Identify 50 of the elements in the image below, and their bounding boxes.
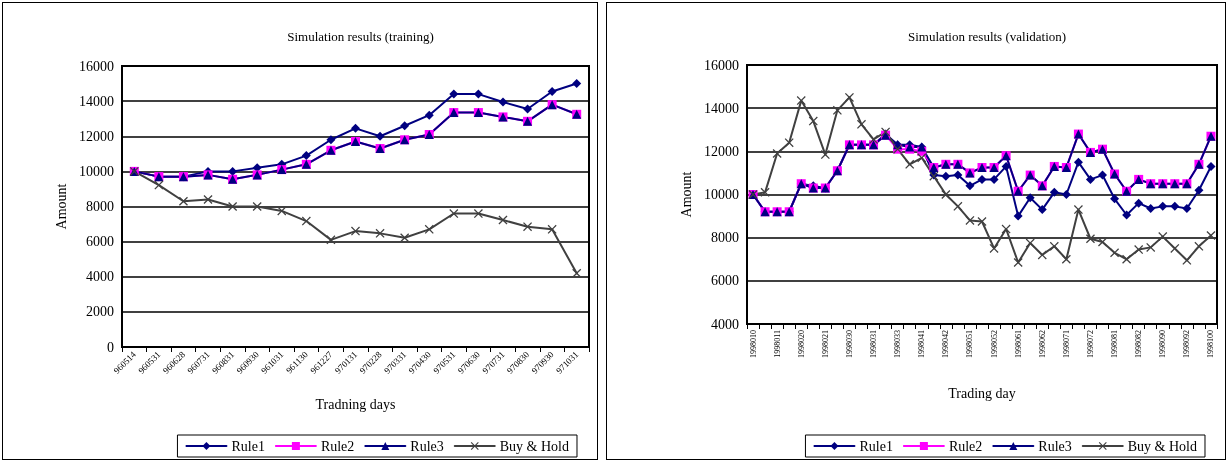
x-tick-label: 1998042 xyxy=(941,330,951,358)
x-axis-title: Trading day xyxy=(948,385,1016,401)
y-tick-label: 6000 xyxy=(711,273,739,289)
y-tick-label: 0 xyxy=(107,339,114,355)
y-tick-label: 12000 xyxy=(79,128,114,144)
x-tick-label: 1998020 xyxy=(796,330,806,358)
x-tick-label: 1998061 xyxy=(1013,330,1023,358)
y-tick-label: 12000 xyxy=(704,143,739,159)
x-tick-label: 1998021 xyxy=(820,330,830,358)
y-tick-label: 16000 xyxy=(79,58,114,74)
x-tick-label: 1998081 xyxy=(1110,330,1120,358)
x-tick-label: 1998051 xyxy=(965,330,975,358)
x-tick-label: 1998052 xyxy=(989,330,999,358)
y-tick-label: 8000 xyxy=(86,199,114,214)
y-tick-label: 4000 xyxy=(86,269,114,285)
y-tick-label: 6000 xyxy=(86,234,114,250)
y-tick-label: 4000 xyxy=(711,316,739,332)
x-axis-title: Tradning days xyxy=(315,396,396,412)
y-tick-label: 14000 xyxy=(79,93,114,109)
x-tick-label: 1998010 xyxy=(748,330,758,358)
legend-label: Rule3 xyxy=(410,438,444,454)
x-tick-label: 1998033 xyxy=(893,330,903,358)
x-tick-label: 1998062 xyxy=(1037,330,1047,358)
y-axis-title: Amount xyxy=(53,183,69,230)
y-tick-label: 10000 xyxy=(79,163,114,179)
legend-label: Rule1 xyxy=(231,438,265,454)
y-tick-label: 8000 xyxy=(711,230,739,246)
y-tick-label: 14000 xyxy=(704,100,739,116)
x-tick-label: 1998011 xyxy=(772,330,782,358)
x-tick-label: 1998071 xyxy=(1061,330,1071,358)
y-tick-label: 10000 xyxy=(704,187,739,202)
x-tick-label: 1998072 xyxy=(1085,330,1095,358)
x-tick-label: 1998092 xyxy=(1182,330,1192,358)
legend-label: Rule2 xyxy=(948,438,983,454)
legend-label: Rule3 xyxy=(1038,438,1072,454)
x-tick-label: 1998090 xyxy=(1158,330,1168,358)
x-tick-label: 1998100 xyxy=(1206,330,1216,358)
legend-label: Buy & Hold xyxy=(1127,438,1198,454)
legend-label: Rule1 xyxy=(859,438,893,454)
x-tick-label: 1998030 xyxy=(844,330,854,358)
legend-label: Rule2 xyxy=(320,438,355,454)
chart-title: Simulation results (validation) xyxy=(907,29,1067,44)
y-axis-title: Amount xyxy=(678,171,694,218)
y-tick-label: 16000 xyxy=(704,57,739,73)
y-tick-label: 2000 xyxy=(86,304,114,320)
x-tick-label: 1998041 xyxy=(917,330,927,358)
chart-title: Simulation results (training) xyxy=(287,29,434,44)
x-tick-label: 1998031 xyxy=(869,330,879,358)
x-tick-label: 1998082 xyxy=(1134,330,1144,358)
legend-label: Buy & Hold xyxy=(499,438,570,454)
